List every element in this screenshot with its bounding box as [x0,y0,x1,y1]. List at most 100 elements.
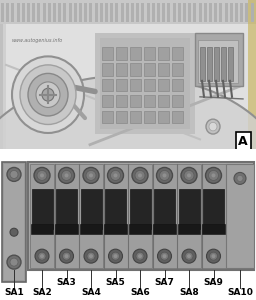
Bar [188,3,191,22]
Bar [95,33,195,134]
Bar [104,224,126,234]
Bar [214,47,219,81]
Bar [158,47,169,60]
Circle shape [206,167,221,183]
Bar [1,3,4,22]
Text: SA1: SA1 [4,287,24,296]
Bar [153,224,176,234]
Circle shape [86,170,96,180]
Circle shape [113,173,118,177]
Circle shape [112,252,120,260]
Bar [235,3,238,22]
Circle shape [211,173,216,177]
Text: SA4: SA4 [81,287,101,296]
Bar [130,63,141,76]
Circle shape [65,173,69,177]
Circle shape [40,173,44,177]
Circle shape [89,254,93,258]
Bar [6,3,9,22]
Circle shape [136,252,144,260]
Bar [102,111,113,123]
Circle shape [20,65,76,124]
Bar [63,3,66,22]
Bar [116,95,127,107]
Circle shape [28,74,68,116]
Circle shape [156,167,173,183]
Bar [102,95,113,107]
Bar [158,95,169,107]
Bar [209,3,212,22]
Bar [55,164,79,268]
Circle shape [209,122,217,131]
Bar [172,47,183,60]
Circle shape [209,252,218,260]
Bar [144,47,155,60]
Circle shape [61,170,71,180]
Bar [130,47,141,60]
Circle shape [65,254,69,258]
Bar [55,224,78,234]
Bar [102,47,113,60]
Bar [30,224,53,234]
Circle shape [89,173,93,177]
Bar [56,189,77,229]
Circle shape [42,88,54,101]
Circle shape [163,254,166,258]
Bar [103,164,127,268]
Bar [105,3,108,22]
Bar [251,3,254,22]
Circle shape [111,170,121,180]
Bar [102,79,113,92]
Bar [105,189,126,229]
Circle shape [138,254,142,258]
Circle shape [234,172,246,184]
Circle shape [187,254,191,258]
Bar [153,164,176,268]
Bar [172,111,183,123]
Circle shape [84,249,98,263]
Bar [126,3,129,22]
Bar [115,3,118,22]
Bar [221,47,226,81]
Text: www.autogenius.info: www.autogenius.info [12,38,63,43]
Bar [225,3,228,22]
Bar [173,3,176,22]
Circle shape [109,249,123,263]
Bar [130,95,141,107]
Bar [144,79,155,92]
Bar [31,189,52,229]
Circle shape [211,254,216,258]
Circle shape [157,249,172,263]
Bar [79,164,103,268]
Circle shape [10,258,18,266]
Bar [198,40,238,83]
Text: SA6: SA6 [130,287,150,296]
Circle shape [138,173,142,177]
Bar [130,189,151,229]
Circle shape [7,255,21,269]
Bar [100,3,103,22]
Circle shape [7,167,21,182]
Bar [121,3,124,22]
Text: SA9: SA9 [204,278,223,286]
Bar [158,111,169,123]
Circle shape [62,252,70,260]
Bar [131,3,134,22]
Bar [207,47,212,81]
Bar [226,164,254,268]
Bar [95,3,98,22]
Bar [152,3,155,22]
Bar [42,3,46,22]
Bar [144,95,155,107]
Circle shape [159,170,169,180]
Circle shape [36,82,60,107]
Bar [200,47,205,81]
Circle shape [133,249,147,263]
Circle shape [38,252,46,260]
Bar [199,3,202,22]
Bar [214,3,217,22]
Circle shape [59,249,73,263]
Bar [102,63,113,76]
Bar [219,3,222,22]
Circle shape [10,228,18,236]
